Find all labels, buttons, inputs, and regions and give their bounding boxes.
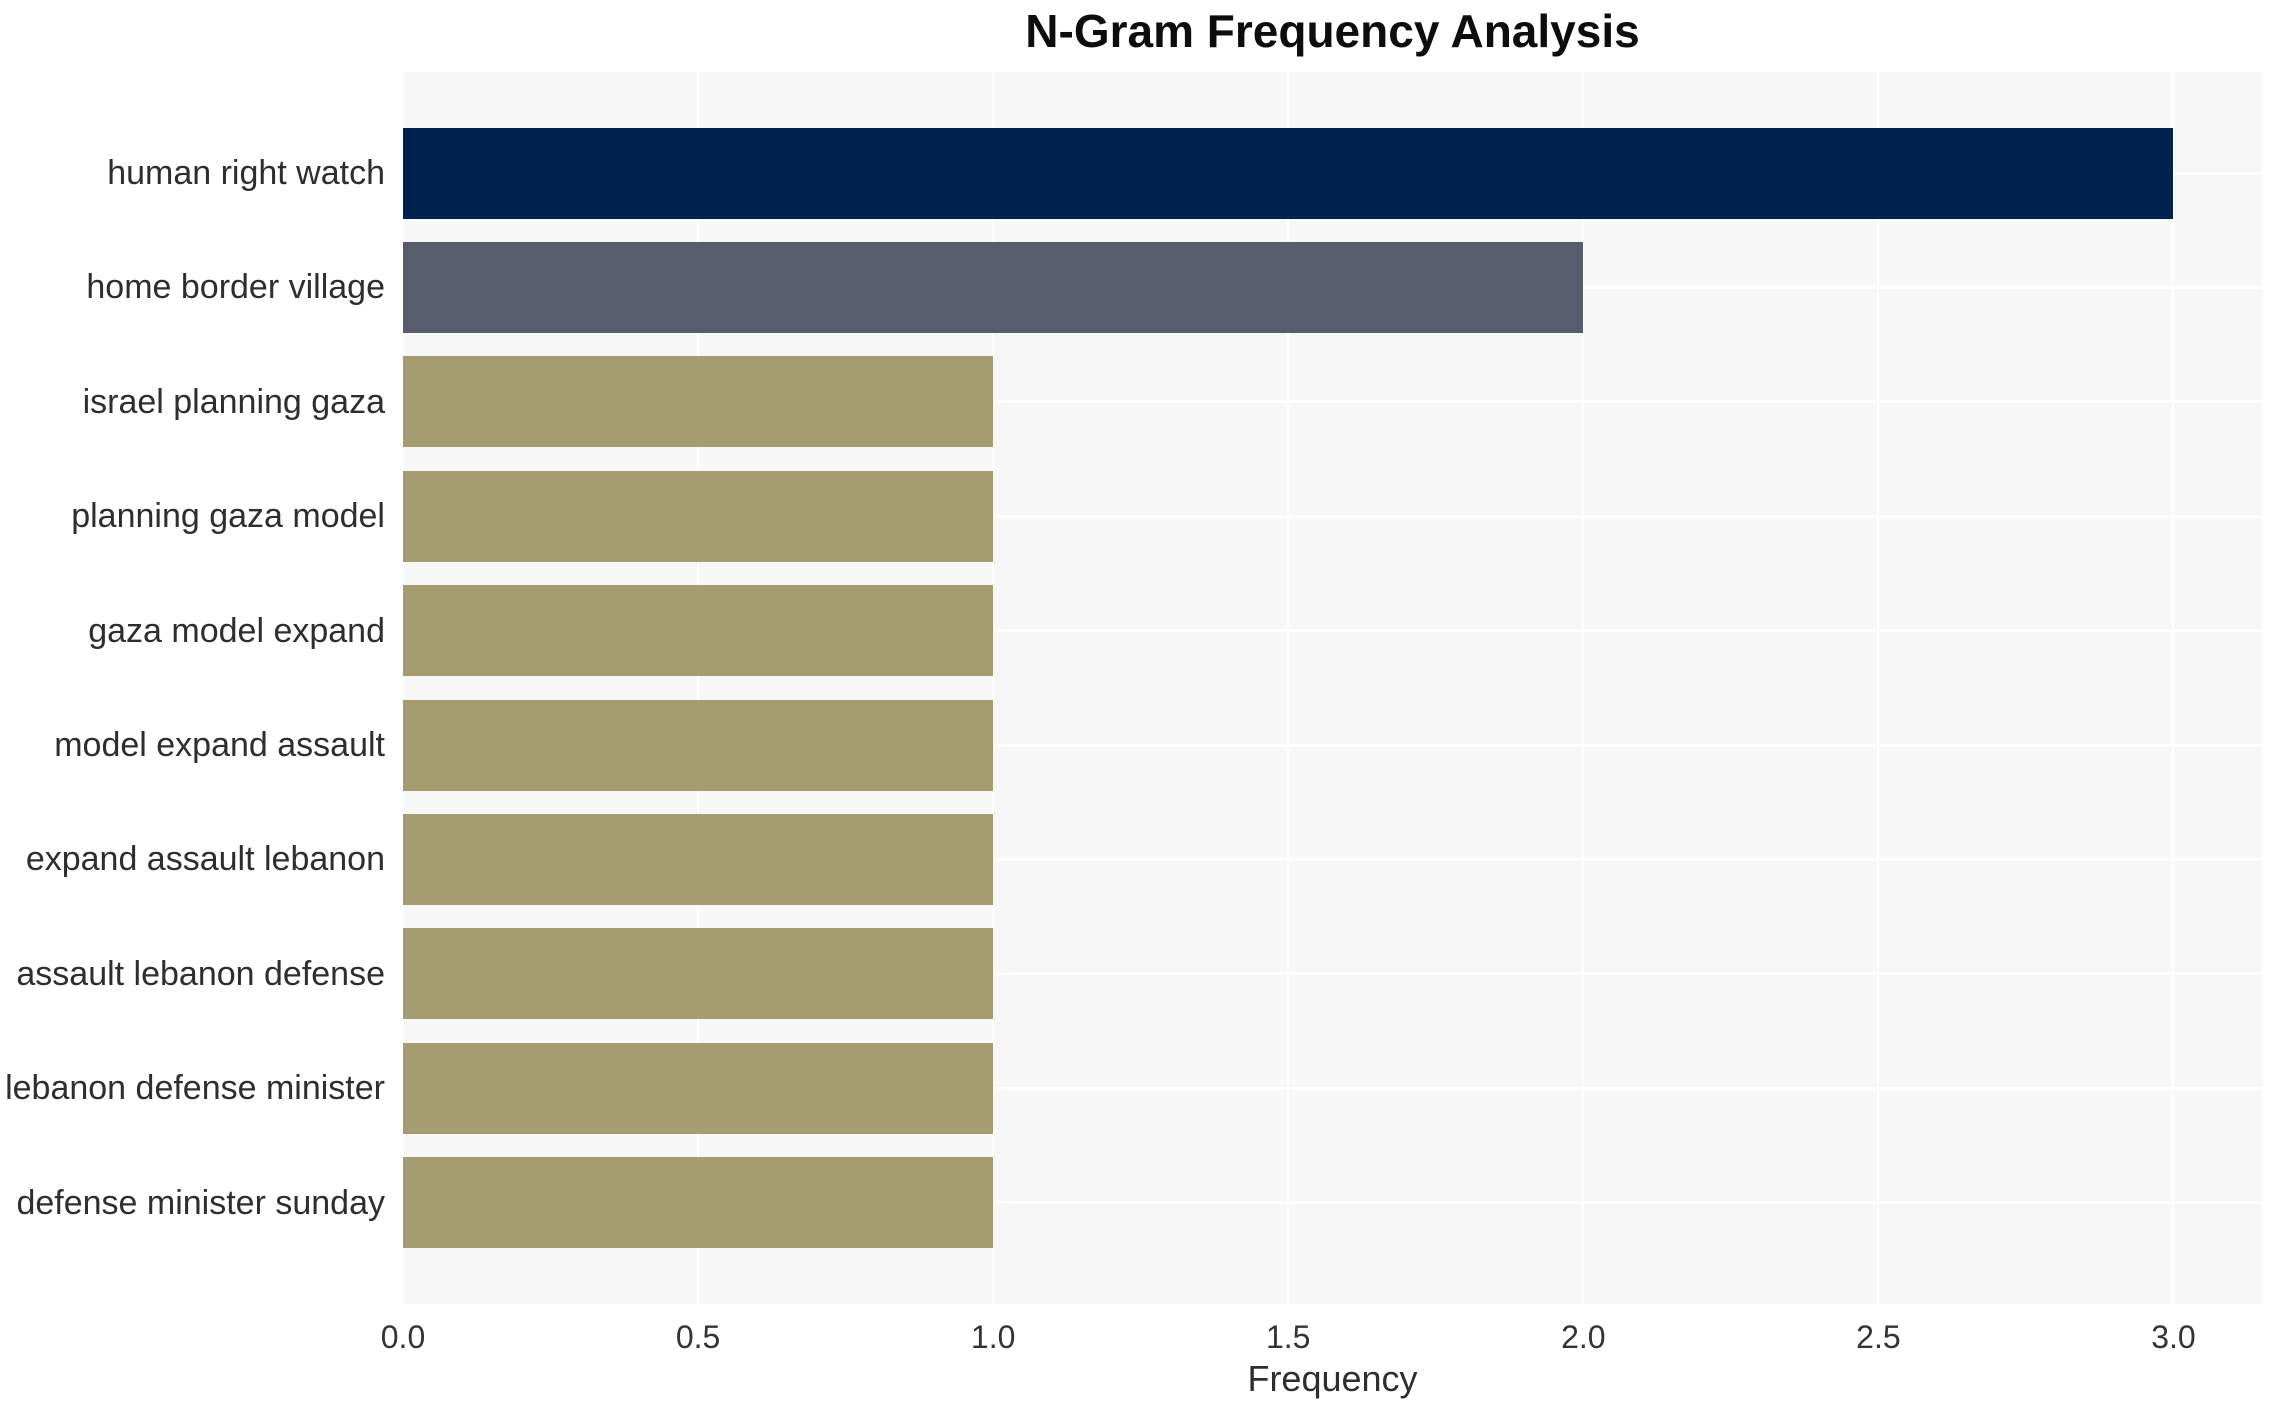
bar [403, 1157, 994, 1249]
x-tick-label: 0.0 [380, 1319, 426, 1355]
category-label: expand assault lebanon [25, 840, 385, 879]
category-label: gaza model expand [88, 611, 385, 650]
x-tick-label: 2.5 [1856, 1319, 1901, 1355]
gridline-vertical [1582, 72, 1585, 1304]
bar [403, 699, 994, 791]
x-tick-label: 1.0 [970, 1319, 1016, 1355]
gridline-horizontal [403, 972, 2262, 976]
plot-area [402, 72, 2262, 1304]
category-label: home border village [86, 268, 385, 307]
category-label: israel planning gaza [82, 382, 385, 421]
bar [403, 1042, 994, 1134]
bar [403, 241, 1584, 333]
category-label: human right watch [107, 154, 385, 192]
gridline-horizontal [403, 629, 2262, 633]
gridline-horizontal [403, 743, 2262, 747]
x-tick-label: 0.5 [675, 1319, 721, 1355]
bar [403, 585, 994, 677]
bar [403, 356, 994, 448]
bar [403, 813, 994, 905]
category-label: lebanon defense minister [5, 1069, 385, 1108]
bar [403, 127, 2174, 219]
category-label: defense minister sunday [16, 1183, 385, 1222]
bar [403, 470, 994, 562]
x-tick-label: 1.5 [1265, 1319, 1311, 1355]
x-tick-label: 3.0 [2151, 1319, 2196, 1355]
gridline-vertical [2172, 72, 2175, 1304]
gridline-horizontal [403, 400, 2262, 404]
gridline-horizontal [403, 514, 2262, 518]
gridline-vertical [697, 72, 700, 1304]
gridline-vertical [1877, 72, 1880, 1304]
bar [403, 928, 994, 1020]
gridline-vertical [402, 72, 404, 1304]
gridline-vertical [1287, 72, 1290, 1304]
category-label: planning gaza model [71, 497, 385, 536]
chart-title: N-Gram Frequency Analysis [1025, 5, 1640, 57]
gridline-horizontal [403, 1201, 2262, 1205]
gridline-vertical [992, 72, 995, 1304]
gridline-horizontal [403, 857, 2262, 861]
category-label: model expand assault [54, 726, 385, 764]
x-tick-label: 2.0 [1561, 1319, 1606, 1355]
x-axis-label: Frequency [1247, 1358, 1418, 1399]
category-label: assault lebanon defense [16, 954, 385, 993]
gridline-horizontal [403, 1086, 2262, 1090]
